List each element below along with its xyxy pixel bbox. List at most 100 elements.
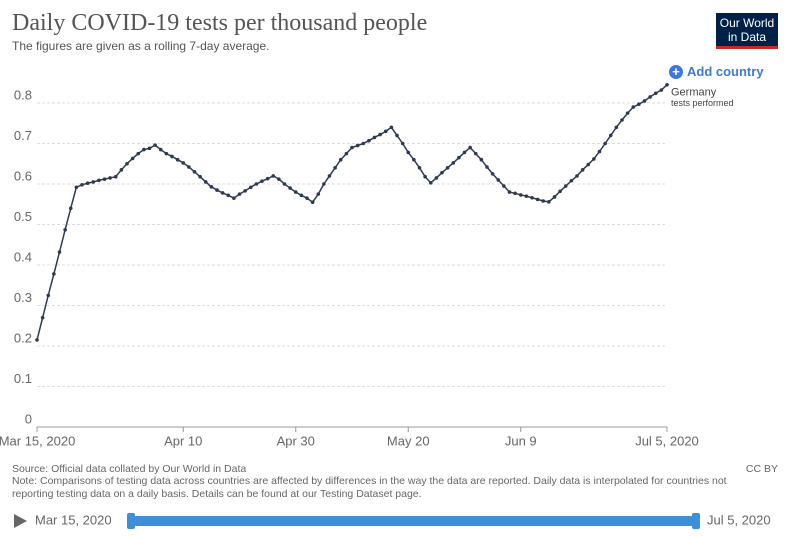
point [85,181,90,185]
point [653,91,658,96]
point [665,82,669,87]
point [220,191,225,195]
timeline-handle[interactable] [692,513,700,529]
point [271,174,276,178]
point [586,162,591,167]
point [327,174,332,178]
x-tick-label: Apr 10 [164,433,202,448]
add-country-label: Add country [687,64,764,79]
point [625,111,630,115]
point [355,143,360,148]
point [288,186,292,190]
point [637,102,641,107]
logo-line: Our World [719,16,775,30]
point [344,151,349,156]
point [91,180,96,184]
point [597,149,602,154]
point [333,166,337,170]
y-tick-label: 0.4 [14,249,32,264]
point [434,176,439,180]
point [158,147,163,152]
point [614,125,619,130]
point [428,180,433,185]
point [237,192,242,196]
point [338,157,343,162]
y-tick-label: 0.8 [14,87,32,102]
point [108,176,112,180]
point [119,168,124,172]
point [80,183,84,187]
point [518,193,523,197]
y-tick-label: 0.3 [14,290,32,305]
point [462,150,467,155]
point [485,165,489,169]
x-tick-label: Apr 30 [277,433,315,448]
point [226,193,231,198]
point [423,174,427,179]
point [535,197,540,202]
point [46,293,51,298]
point [648,95,652,99]
point [569,178,574,183]
point [496,178,501,182]
point [142,147,146,152]
timeline-handle[interactable] [127,513,135,529]
point [40,315,45,320]
point [136,151,141,156]
plus-icon: + [669,65,683,79]
point [378,132,382,137]
point [277,177,281,181]
point [322,182,326,186]
point [232,196,236,200]
point [406,150,411,155]
point [502,184,506,188]
point [558,189,562,194]
chart-title: Daily COVID-19 tests per thousand people [12,10,428,36]
point [102,177,107,181]
point [97,178,101,183]
add-country-button[interactable]: + Add country [669,64,764,79]
note: Note: Comparisons of testing data across… [12,475,727,500]
point [631,105,636,109]
point [513,191,517,196]
y-tick-label: 0.1 [14,371,32,386]
point [57,250,62,254]
point [305,196,309,200]
point [620,118,624,122]
y-tick-label: 0.2 [14,330,32,345]
point [541,199,546,203]
point [473,151,478,156]
license: CC BY [745,463,778,475]
point [372,135,377,140]
logo[interactable]: Our World in Data [716,13,778,49]
point [361,141,366,146]
timeline-bar[interactable] [131,516,696,526]
point [254,182,259,186]
point [575,174,579,178]
point [642,99,647,103]
point [299,193,304,198]
point [383,129,388,134]
play-button[interactable] [14,514,27,528]
point [451,161,456,165]
point [468,145,472,150]
point [608,133,613,138]
point [164,151,169,156]
timeline-end: Jul 5, 2020 [707,512,771,527]
point [35,338,39,342]
point [479,157,484,162]
point [187,165,191,169]
point [181,161,186,165]
x-tick-label: Jun 9 [505,433,537,448]
point [209,185,214,189]
point [203,180,208,184]
point [530,195,534,200]
point [490,172,495,176]
point [350,145,354,150]
point [400,141,405,146]
line [36,84,668,341]
point [580,168,585,172]
series-annotation: tests performed [671,98,734,108]
